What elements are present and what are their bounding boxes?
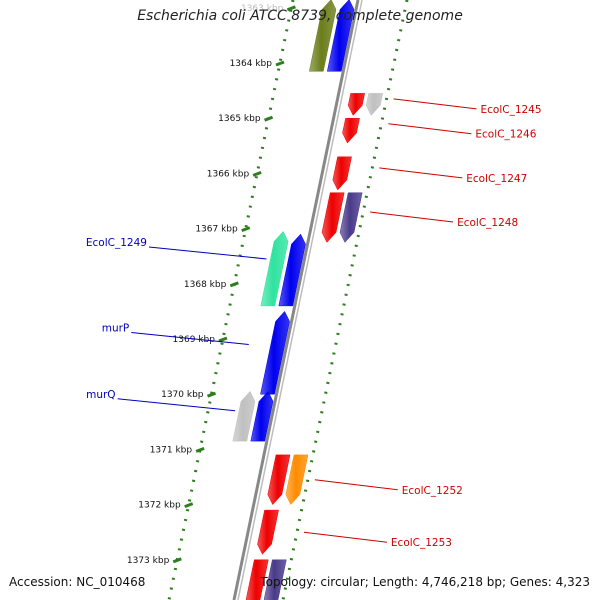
scale-tick xyxy=(206,391,217,398)
gene-arrow-feature-2 xyxy=(347,93,366,116)
gene-arrow-EcolC_1252 xyxy=(285,454,309,506)
gene-arrow-EcolC_1253 xyxy=(257,509,279,555)
scale-tick-label: 1370 kbp xyxy=(161,390,204,400)
gene-arrow-feature-16 xyxy=(245,559,269,600)
gene-arrow-feature-4 xyxy=(342,117,360,144)
gene-arrow-feature-0 xyxy=(308,0,337,72)
gene-arrow-feature-17 xyxy=(263,559,287,600)
gene-label-EcolC_1245: EcolC_1245 xyxy=(480,104,541,116)
label-connector xyxy=(117,398,236,412)
label-connector xyxy=(314,479,398,491)
gene-arrow-EcolC_1249 xyxy=(260,230,289,307)
genome-backbone-edge xyxy=(237,0,363,600)
scale-tick-label: 1366 kbp xyxy=(207,169,250,179)
scale-tick xyxy=(172,557,182,564)
scale-tick-label: 1364 kbp xyxy=(230,59,273,69)
scale-tick xyxy=(184,502,194,509)
gene-arrow-feature-3 xyxy=(365,93,384,116)
label-connector xyxy=(393,98,477,110)
gene-label-EcolC_1248: EcolC_1248 xyxy=(457,217,518,229)
gene-label-murQ: murQ xyxy=(86,389,115,401)
scale-tick-label: 1372 kbp xyxy=(138,501,181,511)
label-connector xyxy=(379,167,463,179)
scale-tick xyxy=(218,336,228,343)
gene-arrow-feature-6 xyxy=(321,192,345,243)
gene-label-EcolC_1246: EcolC_1246 xyxy=(475,129,536,141)
gene-arrow-feature-9 xyxy=(278,233,306,307)
gene-label-EcolC_1247: EcolC_1247 xyxy=(466,173,527,185)
map-title: Escherichia coli ATCC 8739, complete gen… xyxy=(137,8,463,24)
scale-tick-label: 1369 kbp xyxy=(173,335,216,345)
scale-tick xyxy=(252,170,262,177)
track-guide xyxy=(281,0,409,600)
scale-tick-label: 1371 kbp xyxy=(150,445,193,455)
label-connector xyxy=(148,246,267,260)
gene-label-murP: murP xyxy=(102,323,130,335)
track-guide xyxy=(167,0,295,600)
gene-arrow-feature-13 xyxy=(267,454,291,506)
scale-tick xyxy=(264,115,274,122)
scale-tick-label: 1367 kbp xyxy=(195,225,238,235)
gene-arrow-feature-1 xyxy=(326,0,355,72)
gene-label-EcolC_1253: EcolC_1253 xyxy=(391,537,452,549)
genome-backbone xyxy=(232,0,360,600)
scale-tick xyxy=(229,281,239,288)
gene-arrow-murQ xyxy=(232,390,256,442)
scale-tick xyxy=(241,226,251,233)
scale-tick-label: 1365 kbp xyxy=(218,114,261,124)
scale-tick-label: 1373 kbp xyxy=(127,556,170,566)
label-connector xyxy=(370,211,454,223)
scale-tick xyxy=(275,60,285,67)
scale-tick-label: 1368 kbp xyxy=(184,280,227,290)
genome-info-text: Topology: circular; Length: 4,746,218 bp… xyxy=(260,575,590,589)
gene-arrow-feature-12 xyxy=(250,390,274,442)
gene-arrow-feature-7 xyxy=(339,192,363,243)
label-connector xyxy=(303,531,387,543)
gene-label-EcolC_1252: EcolC_1252 xyxy=(402,485,463,497)
gene-arrow-feature-5 xyxy=(332,156,352,191)
label-connector xyxy=(388,123,472,135)
scale-tick-label: 1363 kbp xyxy=(241,4,284,14)
scale-tick xyxy=(286,5,296,12)
label-connector xyxy=(131,332,249,346)
gene-arrow-murP xyxy=(260,310,290,395)
gene-label-EcolC_1249: EcolC_1249 xyxy=(86,237,147,249)
scale-tick xyxy=(195,446,205,453)
accession-text: Accession: NC_010468 xyxy=(9,575,146,589)
